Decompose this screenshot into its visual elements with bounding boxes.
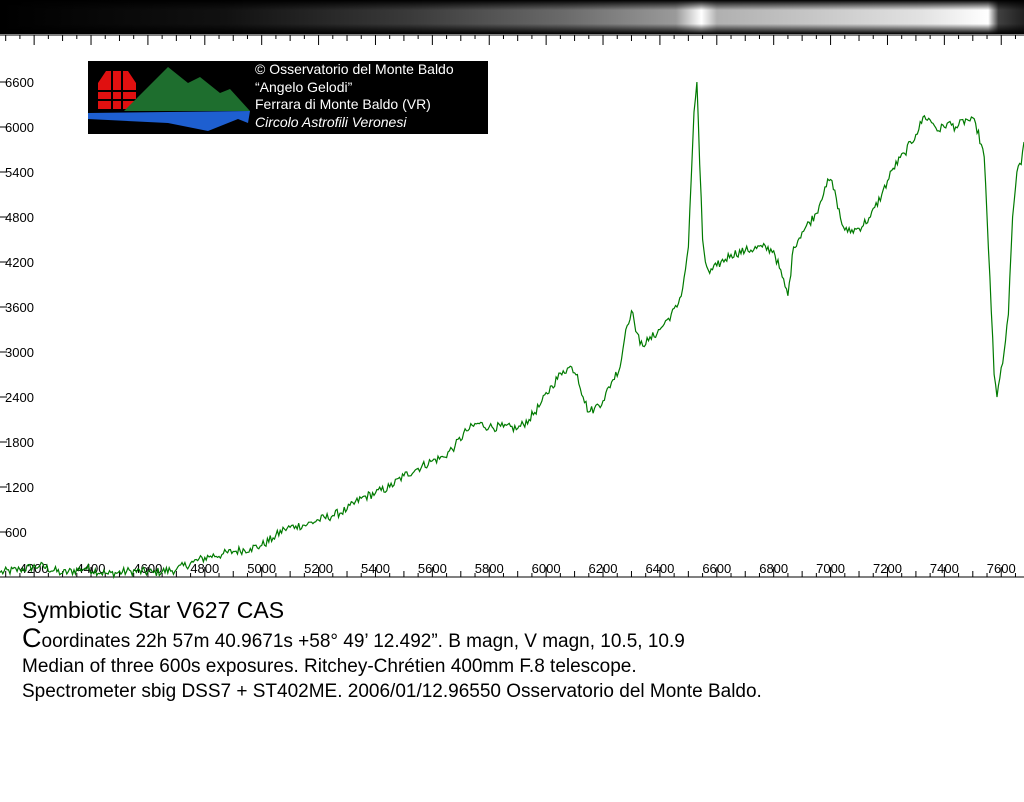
logo-line-name: “Angelo Gelodi” [255, 78, 353, 95]
spectrum-series-line [0, 81, 1024, 580]
x-tick-label: 4400 [77, 561, 106, 576]
caption-title: Symbiotic Star V627 CAS [22, 597, 285, 623]
x-tick-label: 5800 [475, 561, 504, 576]
caption-exposure: Median of three 600s exposures. Ritchey-… [22, 656, 637, 677]
x-tick-label: 5200 [304, 561, 333, 576]
x-tick-label: 5600 [418, 561, 447, 576]
y-tick-label: 3000 [5, 345, 34, 360]
logo-green-mountains [124, 67, 250, 111]
y-tick-label: 3600 [5, 300, 34, 315]
logo-line-copyright: © Osservatorio del Monte Baldo [255, 61, 454, 77]
x-tick-label: 6200 [589, 561, 618, 576]
y-tick-label: 1200 [5, 480, 34, 495]
caption-coordinates-initial: C [22, 623, 42, 653]
x-tick-label: 5000 [247, 561, 276, 576]
y-tick-label: 4200 [5, 255, 34, 270]
y-tick-label: 4800 [5, 210, 34, 225]
caption-block: Symbiotic Star V627 CAS Coordinates 22h … [22, 594, 1012, 704]
x-tick-label: 7200 [873, 561, 902, 576]
x-tick-label: 5400 [361, 561, 390, 576]
spectrum-strip-image [0, 0, 1024, 34]
logo-blue-lake [88, 111, 250, 131]
y-axis-ticks: 600 1200 1800 2400 3000 3600 4200 4800 5400 6000 6… [0, 75, 34, 540]
x-tick-label: 4800 [190, 561, 219, 576]
observatory-logo-emblem [88, 67, 250, 131]
observatory-logo: © Osservatorio del Monte Baldo “Angelo G… [88, 61, 488, 134]
y-tick-label: 600 [5, 525, 27, 540]
caption-coordinates-text: oordinates 22h 57m 40.9671s +58° 49’ 12.… [41, 631, 685, 652]
logo-line-club: Circolo Astrofili Veronesi [255, 113, 407, 130]
x-tick-label: 6800 [759, 561, 788, 576]
x-tick-label: 6400 [645, 561, 674, 576]
x-axis-ticks: 4200 4400 4600 4800 5000 5200 5400 5600 5800 6000… [5, 35, 1016, 577]
x-tick-label: 7000 [816, 561, 845, 576]
y-tick-label: 1800 [5, 435, 34, 450]
caption-instrument: Spectrometer sbig DSS7 + ST402ME. 2006/0… [22, 681, 762, 702]
x-tick-label: 4200 [20, 561, 49, 576]
x-tick-label: 6600 [702, 561, 731, 576]
logo-text: © Osservatorio del Monte Baldo “Angelo G… [255, 61, 454, 131]
x-tick-label: 7400 [930, 561, 959, 576]
logo-line-location: Ferrara di Monte Baldo (VR) [255, 96, 431, 112]
y-tick-label: 5400 [5, 165, 34, 180]
caption-coordinates: Coordinates 22h 57m 40.9671s +58° 49’ 12… [22, 623, 1012, 654]
y-tick-label: 6600 [5, 75, 34, 90]
y-tick-label: 2400 [5, 390, 34, 405]
x-tick-label: 7600 [987, 561, 1016, 576]
spectrum-strip-graphic [0, 0, 1024, 34]
x-tick-label: 6000 [532, 561, 561, 576]
y-tick-label: 6000 [5, 120, 34, 135]
